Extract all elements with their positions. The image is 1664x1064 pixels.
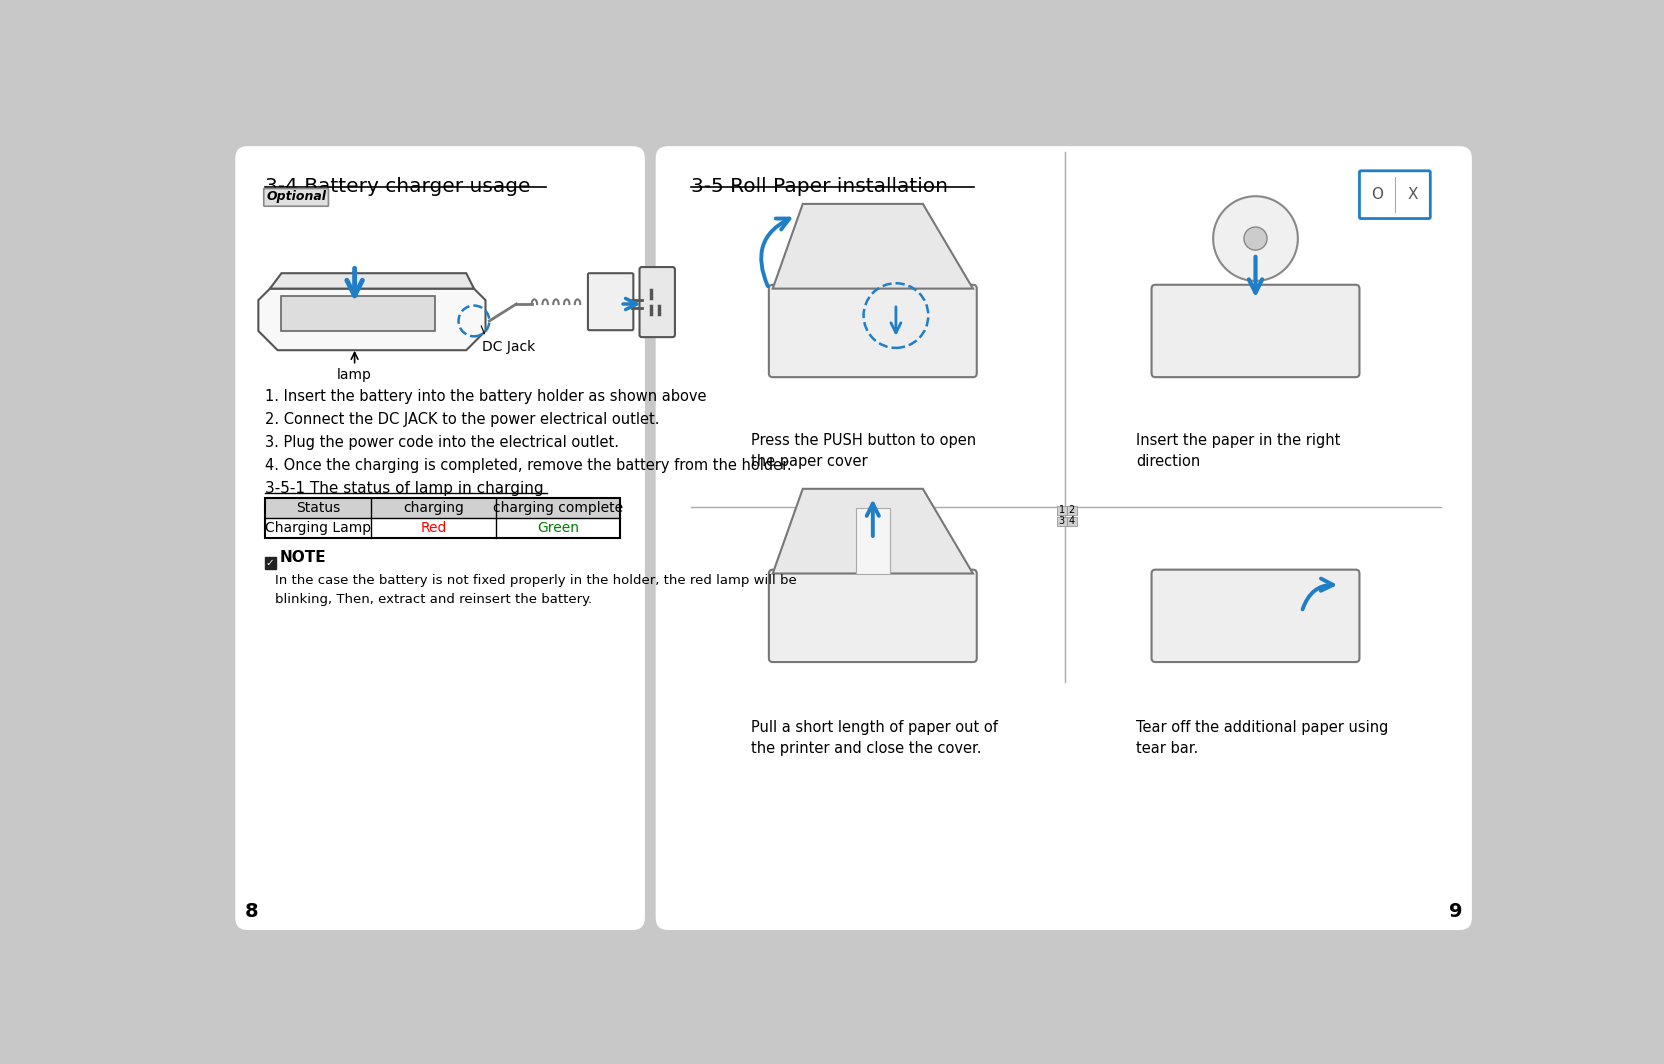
FancyBboxPatch shape [1151, 569, 1359, 662]
Bar [1067, 516, 1077, 526]
Text: Pull a short length of paper out of
the printer and close the cover.: Pull a short length of paper out of the … [750, 720, 998, 755]
Text: O: O [1371, 187, 1383, 202]
Polygon shape [772, 204, 973, 288]
Bar [855, 508, 890, 573]
Text: Green: Green [537, 521, 579, 535]
Text: Insert the paper in the right
direction: Insert the paper in the right direction [1137, 433, 1341, 468]
Bar [1057, 505, 1067, 515]
Bar [265, 498, 621, 518]
Text: 4. Once the charging is completed, remove the battery from the holder.: 4. Once the charging is completed, remov… [265, 458, 790, 473]
Text: X: X [1408, 187, 1418, 202]
FancyBboxPatch shape [769, 569, 977, 662]
FancyBboxPatch shape [1359, 171, 1431, 218]
Text: charging complete: charging complete [493, 501, 622, 515]
Bar [265, 498, 621, 538]
Bar [1057, 516, 1067, 526]
FancyBboxPatch shape [265, 188, 328, 206]
Text: 2: 2 [1068, 505, 1075, 515]
Text: Charging Lamp: Charging Lamp [265, 521, 371, 535]
Text: 8: 8 [245, 902, 258, 920]
Circle shape [1213, 196, 1298, 281]
Text: 1: 1 [1058, 505, 1065, 515]
Text: Press the PUSH button to open
the paper cover: Press the PUSH button to open the paper … [750, 433, 977, 468]
Text: lamp: lamp [338, 368, 373, 382]
Text: Red: Red [421, 521, 446, 535]
Text: Tear off the additional paper using
tear bar.: Tear off the additional paper using tear… [1137, 720, 1388, 755]
Text: 3: 3 [1058, 516, 1065, 527]
Text: DC Jack: DC Jack [481, 340, 534, 354]
Text: NOTE: NOTE [280, 550, 326, 565]
Text: ✓: ✓ [266, 559, 275, 568]
Text: 3-5 Roll Paper installation: 3-5 Roll Paper installation [691, 177, 948, 196]
FancyBboxPatch shape [769, 285, 977, 377]
Polygon shape [258, 288, 486, 350]
FancyBboxPatch shape [639, 267, 676, 337]
Text: 3. Plug the power code into the electrical outlet.: 3. Plug the power code into the electric… [265, 435, 619, 450]
Text: Optional: Optional [266, 190, 326, 203]
FancyBboxPatch shape [656, 146, 1473, 930]
Circle shape [1245, 227, 1266, 250]
FancyBboxPatch shape [265, 558, 276, 569]
FancyBboxPatch shape [235, 146, 646, 930]
Text: 1. Insert the battery into the battery holder as shown above: 1. Insert the battery into the battery h… [265, 388, 706, 403]
FancyBboxPatch shape [1151, 285, 1359, 377]
Text: charging: charging [403, 501, 464, 515]
Text: 4: 4 [1068, 516, 1075, 527]
Text: 9: 9 [1449, 902, 1463, 920]
Polygon shape [772, 488, 973, 573]
Bar [1067, 505, 1077, 515]
Bar [281, 296, 436, 331]
Text: 2. Connect the DC JACK to the power electrical outlet.: 2. Connect the DC JACK to the power elec… [265, 412, 659, 427]
FancyBboxPatch shape [587, 273, 634, 330]
Text: 3-5-1 The status of lamp in charging: 3-5-1 The status of lamp in charging [265, 481, 542, 496]
Polygon shape [270, 273, 474, 288]
Text: In the case the battery is not fixed properly in the holder, the red lamp will b: In the case the battery is not fixed pro… [275, 573, 797, 605]
Text: Status: Status [296, 501, 339, 515]
Text: 3-4 Battery charger usage: 3-4 Battery charger usage [265, 177, 531, 196]
